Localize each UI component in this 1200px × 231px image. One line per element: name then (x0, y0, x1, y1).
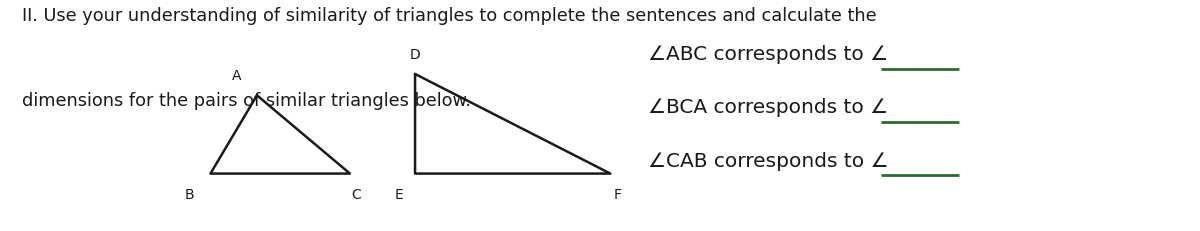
Text: C: C (352, 188, 361, 202)
Text: ∠CAB corresponds to ∠: ∠CAB corresponds to ∠ (648, 152, 888, 171)
Text: II. Use your understanding of similarity of triangles to complete the sentences : II. Use your understanding of similarity… (22, 7, 876, 25)
Text: F: F (613, 188, 622, 202)
Text: E: E (395, 188, 403, 202)
Text: ∠BCA corresponds to ∠: ∠BCA corresponds to ∠ (648, 98, 888, 117)
Text: dimensions for the pairs of similar triangles below.: dimensions for the pairs of similar tria… (22, 92, 470, 110)
Text: ∠ABC corresponds to ∠: ∠ABC corresponds to ∠ (648, 45, 888, 64)
Text: A: A (232, 69, 241, 83)
Text: D: D (409, 48, 420, 61)
Text: B: B (185, 188, 194, 202)
